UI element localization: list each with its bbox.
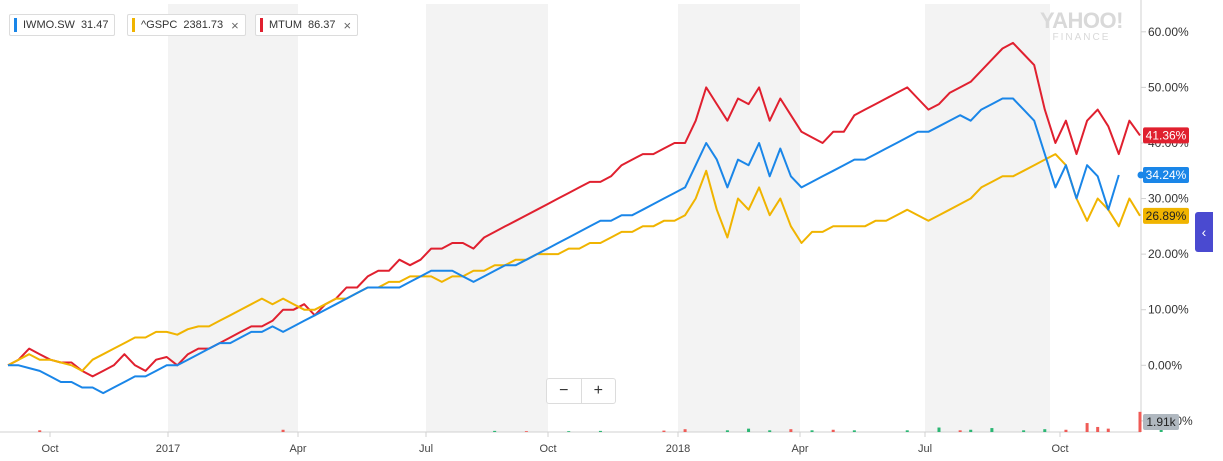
- volume-bar: [725, 430, 729, 432]
- volume-bar: [1138, 411, 1142, 432]
- last-value-label: 26.89%: [1146, 209, 1187, 223]
- shaded-band: [925, 4, 1050, 432]
- yahoo-finance-watermark: YAHOO! FINANCE: [1040, 10, 1123, 43]
- x-tick-label: 2018: [666, 443, 690, 455]
- legend-value: 86.37: [308, 19, 336, 31]
- volume-bar: [1064, 429, 1068, 432]
- legend-symbol: ^GSPC: [141, 19, 178, 31]
- legend-swatch: [260, 18, 263, 32]
- volume-bar: [1106, 428, 1110, 432]
- legend-chip-gspc[interactable]: ^GSPC 2381.73 ×: [127, 14, 246, 36]
- close-icon[interactable]: ×: [343, 17, 352, 33]
- x-tick-label: Apr: [791, 443, 808, 455]
- volume-bar: [990, 428, 994, 432]
- volume-bar: [281, 429, 285, 432]
- volume-label: 1.91k: [1146, 415, 1176, 429]
- series-line-mtum: [7, 41, 1141, 378]
- series-line-iwmosw: [8, 97, 1120, 395]
- volume-bar: [567, 431, 571, 432]
- zoom-out-button[interactable]: −: [559, 382, 569, 399]
- legend-value: 31.47: [80, 19, 109, 31]
- volume-bar: [1085, 423, 1089, 432]
- shaded-band: [168, 4, 298, 432]
- legend-symbol: MTUM: [269, 19, 302, 31]
- y-tick-label: 50.00%: [1148, 80, 1189, 94]
- watermark-line2: FINANCE: [1052, 32, 1111, 43]
- x-tick-label: 2017: [156, 443, 180, 455]
- volume-bar: [1043, 429, 1047, 432]
- volume-bar: [789, 429, 793, 432]
- y-tick-label: 0.00%: [1148, 358, 1182, 372]
- volume-bar: [493, 430, 497, 432]
- volume-bar: [38, 430, 42, 432]
- legend-chip-iwmo[interactable]: IWMO.SW 31.47: [9, 14, 116, 36]
- x-tick-label: Apr: [289, 443, 306, 455]
- shaded-band: [426, 4, 548, 432]
- legend-symbol: IWMO.SW: [23, 19, 75, 31]
- volume-bar: [683, 429, 687, 432]
- volume-bar: [905, 430, 909, 432]
- x-tick-label: Jul: [918, 443, 932, 455]
- legend-swatch: [14, 18, 17, 32]
- y-tick-label: 60.00%: [1148, 25, 1189, 39]
- zoom-divider: [580, 379, 582, 403]
- last-value-badge: [1143, 127, 1189, 144]
- volume-badge: [1143, 414, 1179, 430]
- volume-bar: [937, 427, 941, 432]
- chevron-left-icon[interactable]: ‹: [1195, 212, 1213, 252]
- last-value-badge: [1143, 166, 1189, 183]
- legend-value: 2381.73: [183, 19, 224, 31]
- shaded-band: [678, 4, 800, 432]
- close-icon[interactable]: ×: [231, 17, 239, 33]
- y-tick-label: 10.00%: [1148, 303, 1189, 317]
- x-tick-label: Oct: [41, 443, 58, 455]
- x-tick-label: Jul: [419, 443, 433, 455]
- zoom-controls: − +: [546, 378, 616, 404]
- y-tick-label: 20.00%: [1148, 247, 1189, 261]
- last-value-label: 41.36%: [1146, 128, 1187, 142]
- volume-bar: [958, 430, 962, 432]
- volume-bar: [969, 429, 973, 432]
- legend-swatch: [132, 18, 135, 32]
- volume-bar: [831, 429, 835, 432]
- volume-bar: [1096, 426, 1100, 432]
- volume-bar: [768, 430, 772, 432]
- series-line-gspc: [7, 153, 1141, 372]
- x-tick-label: Oct: [1051, 443, 1068, 455]
- watermark-line1: YAHOO!: [1040, 8, 1123, 33]
- volume-bar: [1022, 430, 1026, 432]
- x-tick-label: Oct: [539, 443, 556, 455]
- legend-chip-mtum[interactable]: MTUM 86.37 ×: [255, 14, 359, 36]
- last-value-label: 34.24%: [1146, 168, 1187, 182]
- y-tick-label: 30.00%: [1148, 192, 1189, 206]
- last-value-badge: [1143, 207, 1189, 224]
- zoom-in-button[interactable]: +: [593, 382, 603, 399]
- volume-bar: [747, 428, 751, 432]
- volume-bar: [598, 430, 602, 432]
- volume-bar: [852, 430, 856, 432]
- volume-bar: [810, 430, 814, 432]
- volume-bar: [524, 431, 528, 432]
- volume-bar: [662, 430, 666, 432]
